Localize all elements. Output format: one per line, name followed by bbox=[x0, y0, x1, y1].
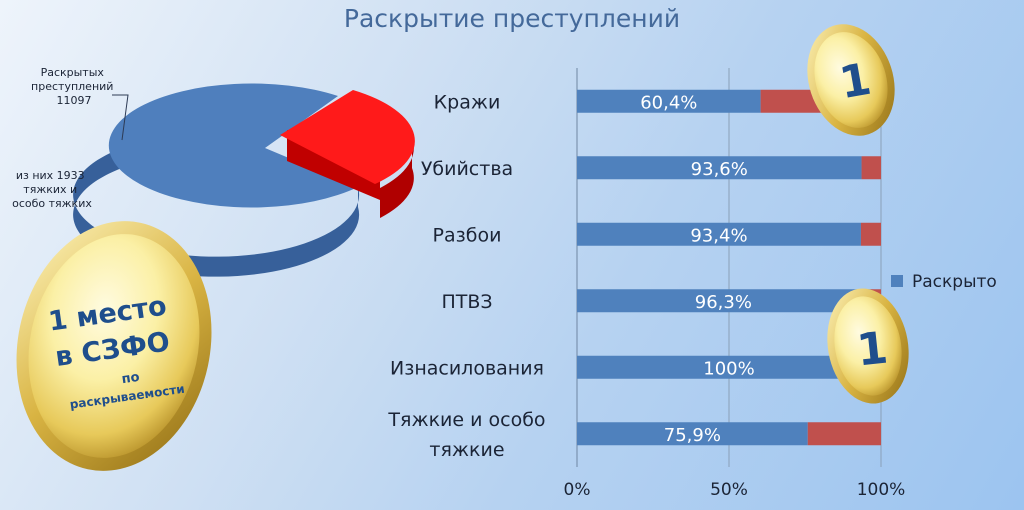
pie-label-grave-line2: тяжких и bbox=[23, 183, 77, 196]
bar-unsolved bbox=[861, 156, 881, 180]
category-label: Кражи bbox=[434, 91, 501, 113]
bar-unsolved bbox=[807, 422, 881, 446]
bar-solved bbox=[577, 89, 761, 113]
medal-line3: по bbox=[121, 370, 141, 387]
chart-legend: Раскрыто bbox=[891, 272, 997, 292]
pie-chart: Раскрытых преступлений 11097 из них 1933… bbox=[12, 66, 415, 277]
chart-grid bbox=[576, 68, 882, 467]
legend-label-solved: Раскрыто bbox=[912, 272, 997, 292]
bar-unsolved bbox=[860, 222, 881, 246]
coin-first-bottom: 1 bbox=[827, 288, 909, 404]
category-label: Изнасилования bbox=[390, 357, 544, 379]
pie-label-grave: из них 1933 тяжких и особо тяжких bbox=[12, 169, 92, 210]
category-label: Разбои bbox=[433, 224, 502, 246]
pie-leader-line bbox=[112, 94, 129, 141]
x-tick-label: 100% bbox=[857, 480, 906, 500]
category-label-line: тяжкие bbox=[429, 439, 504, 461]
pie-label-grave-line3: особо тяжких bbox=[12, 197, 92, 210]
pie-label-grave-line1: из них 1933 bbox=[16, 169, 85, 182]
legend-swatch-solved bbox=[891, 275, 903, 287]
bar-solved bbox=[577, 156, 862, 180]
coin-bottom-number: 1 bbox=[854, 323, 890, 377]
bar-data-label: 60,4% bbox=[640, 92, 697, 113]
pie-label-solved-line2: преступлений bbox=[31, 80, 113, 93]
category-label-line: Тяжкие и особо bbox=[387, 409, 545, 431]
chart-tick-labels: 0% 50% 100% bbox=[564, 480, 906, 500]
pie-label-solved-line1: Раскрытых bbox=[41, 66, 105, 79]
bar-chart: 60,4% 93,6% 93,4% 96,3% 100% 75,9% Кражи Убийс… bbox=[387, 68, 997, 500]
x-tick-label: 0% bbox=[564, 480, 591, 500]
coin-first-top: 1 bbox=[807, 24, 895, 136]
bar-data-label: 100% bbox=[703, 358, 754, 379]
pie-slice-grave-edge bbox=[380, 138, 414, 218]
bar-solved bbox=[577, 355, 881, 379]
category-label-line: Разбои bbox=[433, 224, 502, 246]
x-tick-label: 50% bbox=[710, 480, 748, 500]
category-label-line: Изнасилования bbox=[390, 357, 544, 379]
category-label: Убийства bbox=[421, 158, 513, 180]
bar-solved bbox=[577, 422, 808, 446]
category-label-line: ПТВЗ bbox=[441, 291, 492, 313]
category-label-line: Убийства bbox=[421, 158, 513, 180]
bar-data-label: 96,3% bbox=[695, 292, 752, 313]
page-title: Раскрытие преступлений bbox=[343, 4, 681, 33]
pie-label-solved: Раскрытых преступлений 11097 bbox=[31, 66, 117, 107]
bar-data-label: 75,9% bbox=[664, 425, 721, 446]
category-label-line: Кражи bbox=[434, 91, 501, 113]
bar-data-label: 93,6% bbox=[691, 159, 748, 180]
chart-category-labels: Кражи Убийства Разбои ПТВЗ Изнасилования Тяжк… bbox=[387, 91, 545, 461]
pie-label-solved-line3: 11097 bbox=[57, 94, 92, 107]
category-label: ПТВЗ bbox=[441, 291, 492, 313]
bar-solved bbox=[577, 222, 861, 246]
bar-data-label: 93,4% bbox=[690, 225, 747, 246]
pie-slice-solved bbox=[108, 83, 359, 208]
medal-first-place: 1 место в СЗФО по раскрываемости bbox=[16, 221, 212, 471]
bar-solved bbox=[577, 289, 870, 313]
pie-slice-grave bbox=[280, 90, 415, 184]
category-label: Тяжкие и особо тяжкие bbox=[387, 409, 545, 461]
pie-main-side bbox=[73, 148, 360, 277]
